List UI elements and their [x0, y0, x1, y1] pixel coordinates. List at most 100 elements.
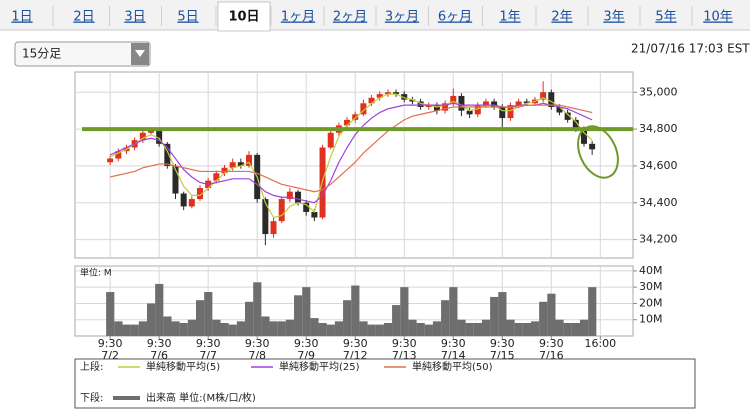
- volume-bar: [326, 324, 335, 336]
- volume-bar: [114, 321, 123, 336]
- tab[interactable]: 6ヶ月: [438, 10, 472, 25]
- volume-bar: [359, 321, 368, 336]
- legend-upper-label: 上段:: [80, 360, 103, 373]
- candle-body: [376, 94, 383, 98]
- tab[interactable]: 3年: [603, 10, 624, 25]
- volume-bar: [130, 324, 139, 336]
- candle-body: [564, 112, 571, 120]
- tab[interactable]: 2日: [73, 10, 94, 25]
- volume-bar: [351, 285, 360, 336]
- y-tick-label: 34,400: [639, 196, 678, 209]
- tab[interactable]: 1ヶ月: [281, 10, 315, 25]
- volume-bar: [571, 322, 581, 336]
- volume-bar: [195, 300, 205, 336]
- tab[interactable]: 1年: [499, 10, 520, 25]
- y-tick-label: 34,800: [639, 122, 678, 135]
- candle-body: [352, 114, 359, 120]
- candle-body: [433, 105, 440, 111]
- volume-bar: [212, 319, 221, 336]
- legend-label: 出来高 単位:(M株/口/枚): [146, 391, 256, 404]
- active-tab-bg: [217, 1, 271, 32]
- volume-bar: [367, 324, 376, 336]
- candle-body: [172, 165, 179, 194]
- y-tick-label: 30M: [639, 280, 663, 293]
- volume-bar: [498, 292, 507, 336]
- volume-bar: [294, 295, 303, 336]
- tab[interactable]: 3日: [124, 10, 145, 25]
- candle-body: [425, 105, 432, 107]
- candle-body: [262, 199, 269, 235]
- x-tick-label: 9:30: [441, 337, 466, 350]
- volume-bar: [228, 324, 237, 336]
- volume-bar: [334, 321, 344, 336]
- interval-select-label: 15分足: [22, 47, 61, 61]
- candle-body: [556, 106, 563, 113]
- y-tick-label: 10M: [639, 313, 663, 326]
- x-tick-label: 9:30: [490, 337, 515, 350]
- x-tick-label: 9:30: [343, 337, 368, 350]
- volume-bar: [555, 319, 564, 336]
- volume-bar: [285, 319, 295, 336]
- volume-bar: [424, 324, 433, 336]
- volume-bar: [392, 305, 401, 336]
- volume-bar: [302, 287, 311, 336]
- candle-body: [188, 199, 195, 207]
- volume-bar: [457, 319, 466, 336]
- candle-body: [482, 101, 489, 106]
- tab[interactable]: 10日: [228, 10, 259, 25]
- moving-average-line: [109, 104, 593, 193]
- tab[interactable]: 5年: [655, 10, 676, 25]
- candle-body: [474, 105, 481, 115]
- moving-average-line: [109, 93, 593, 219]
- volume-bar: [449, 287, 458, 336]
- y-tick-label: 34,200: [639, 233, 678, 246]
- legend-label: 単純移動平均(50): [412, 360, 493, 373]
- tab[interactable]: 2年: [551, 10, 572, 25]
- volume-bar: [146, 303, 156, 336]
- interval-select[interactable]: [14, 41, 151, 67]
- tab[interactable]: 5日: [177, 10, 198, 25]
- candle-body: [107, 158, 114, 163]
- tab[interactable]: 2ヶ月: [333, 10, 367, 25]
- y-tick-label: 35,000: [639, 85, 678, 98]
- volume-bar: [530, 321, 540, 336]
- volume-bar: [171, 321, 180, 336]
- candle-body: [164, 143, 171, 166]
- tab[interactable]: 10年: [703, 10, 733, 25]
- candle-body: [213, 173, 220, 181]
- x-tick-label: 9:30: [196, 337, 221, 350]
- x-tick-label: 9:30: [539, 337, 564, 350]
- volume-bar: [522, 322, 531, 336]
- volume-bar: [375, 324, 384, 336]
- volume-bar: [318, 322, 327, 336]
- volume-bar: [408, 319, 417, 336]
- candle-body: [507, 105, 514, 119]
- candle-body: [139, 132, 146, 141]
- volume-bar: [138, 321, 148, 336]
- candle-body: [589, 143, 596, 150]
- candle-body: [368, 97, 375, 104]
- volume-bar: [163, 316, 172, 336]
- candle-body: [229, 162, 236, 168]
- timestamp: 21/07/16 17:03 EST: [631, 42, 750, 56]
- candle-body: [548, 92, 555, 107]
- candle-body: [295, 191, 302, 203]
- volume-bar: [432, 321, 442, 336]
- select-arrow: [135, 50, 145, 57]
- candle-body: [417, 101, 424, 107]
- volume-bar: [481, 319, 491, 336]
- volume-bar: [547, 293, 556, 336]
- candle-body: [458, 95, 465, 111]
- volume-bar: [490, 296, 499, 336]
- volume-bar: [106, 292, 115, 336]
- x-tick-label: 9:30: [98, 337, 123, 350]
- candle-body: [409, 99, 416, 102]
- candle-body: [311, 211, 318, 218]
- legend-label: 単純移動平均(25): [279, 360, 360, 373]
- x-tick-label: 16:00: [584, 337, 616, 350]
- x-tick-label: 9:30: [392, 337, 417, 350]
- tab[interactable]: 3ヶ月: [385, 10, 419, 25]
- tab[interactable]: 1日: [11, 10, 32, 25]
- unit-label: 単位: M: [80, 267, 112, 279]
- volume-bar: [277, 321, 286, 336]
